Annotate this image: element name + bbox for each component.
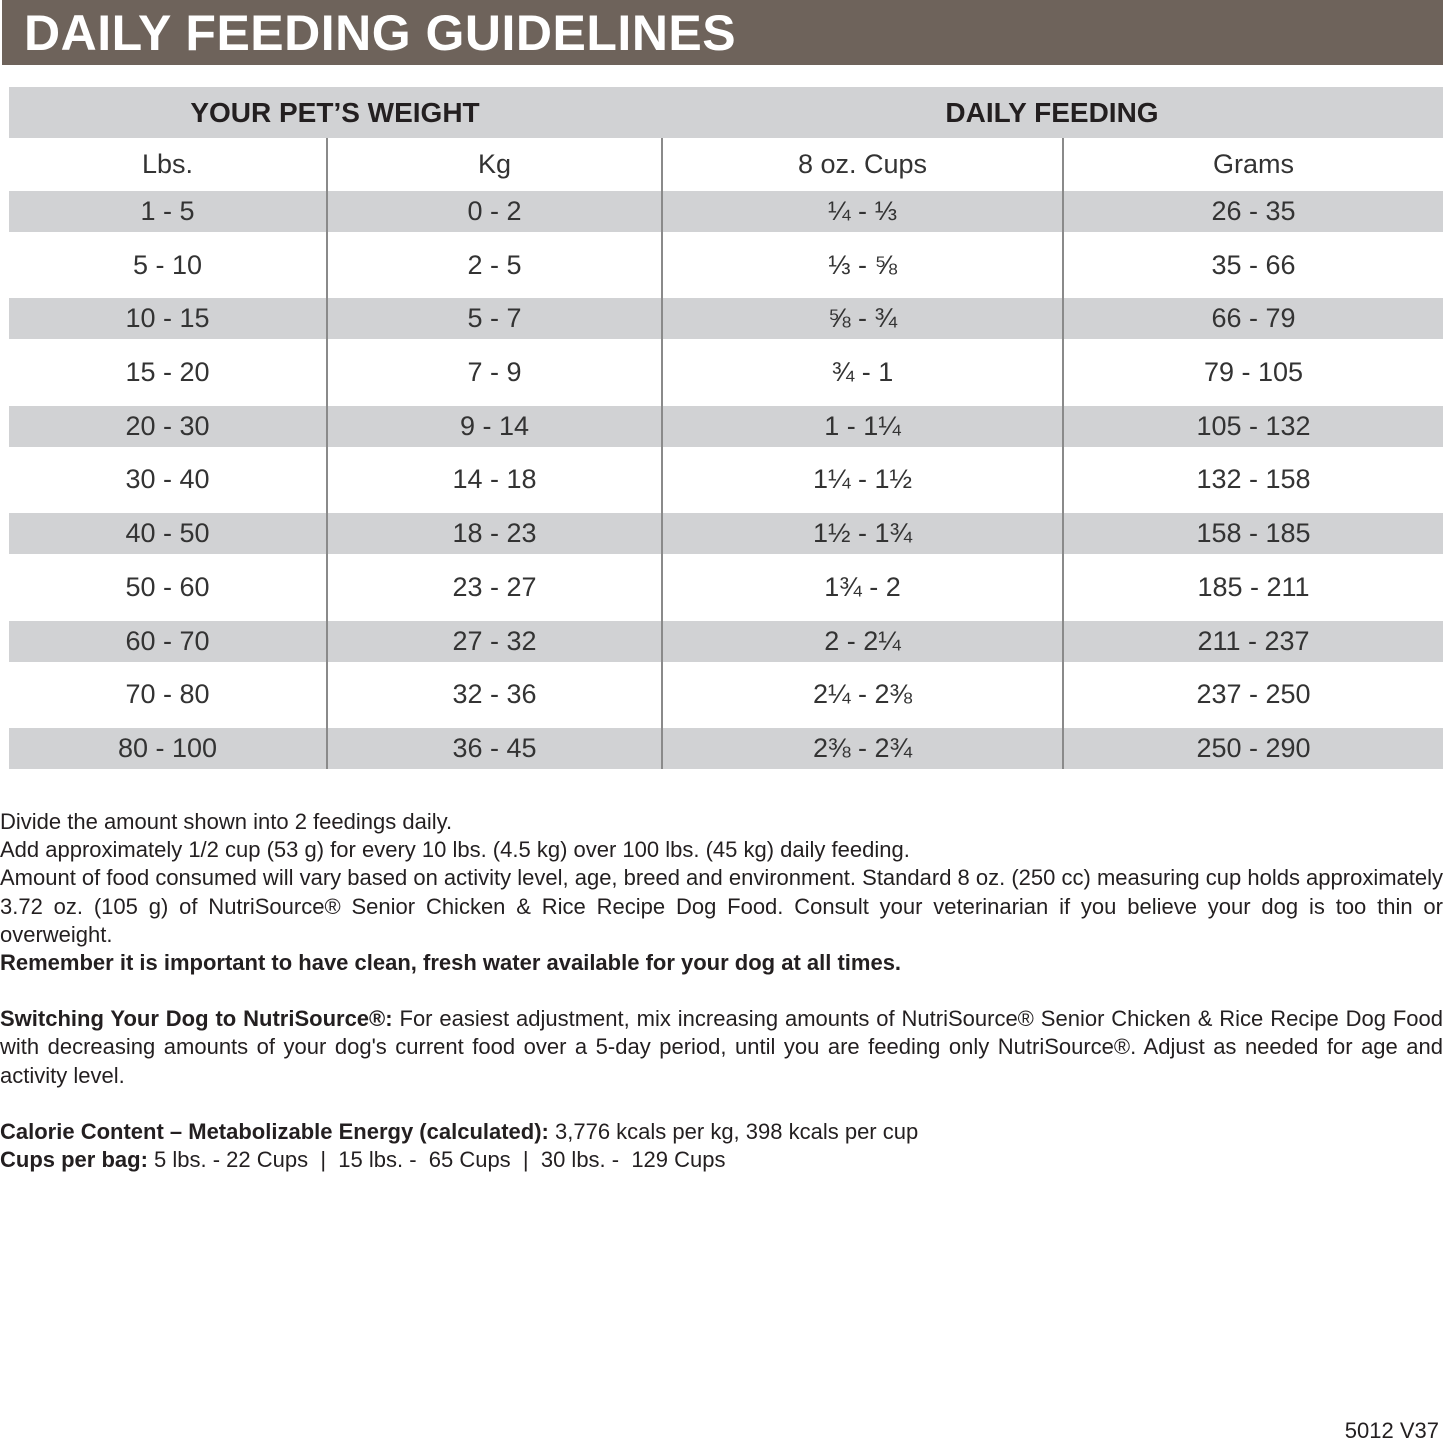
cell-grams: 250 - 290 [1062, 727, 1443, 769]
group-header-feeding: DAILY FEEDING [945, 96, 1159, 128]
page-title: DAILY FEEDING GUIDELINES [24, 5, 737, 61]
cell-kg: 9 - 14 [326, 405, 661, 447]
table-row: 20 - 30 9 - 14 1 - 1¼ 105 - 132 [9, 405, 1443, 447]
column-header-lbs: Lbs. [141, 149, 194, 179]
cell-cups: ¼ - ⅓ [661, 191, 1062, 232]
table-row: 60 - 70 27 - 32 2 - 2¼ 211 - 237 [9, 620, 1443, 662]
column-header-kg: Kg [326, 138, 661, 191]
cell-cups: 2⅜ - 2¾ [661, 727, 1062, 769]
cell-grams: 211 - 237 [1062, 620, 1443, 662]
cell-cups: 1 - 1¼ [661, 405, 1062, 447]
cell-cups: ⅝ - ¾ [661, 298, 1062, 340]
table-row: 50 - 60 23 - 27 1¾ - 2 185 - 211 [9, 554, 1443, 621]
cups-label: Cups per bag: [0, 1147, 148, 1173]
cell-kg: 7 - 9 [326, 339, 661, 406]
notes: Divide the amount shown into 2 feedings … [0, 808, 1443, 1174]
calorie-label: Calorie Content – Metabolizable Energy (… [0, 1118, 549, 1144]
calorie-text: 3,776 kcals per kg, 398 kcals per cup [548, 1118, 919, 1144]
water-reminder: Remember it is important to have clean, … [0, 950, 902, 976]
column-header-row: Lbs. Kg 8 oz. Cups Grams [9, 138, 1443, 191]
footer-code: 5012 V37 [1344, 1418, 1439, 1443]
note-amount: Amount of food consumed will vary based … [0, 865, 1444, 947]
cell-grams: 66 - 79 [1062, 298, 1443, 340]
table-row: 40 - 50 18 - 23 1½ - 1¾ 158 - 185 [9, 513, 1443, 555]
note-water: Remember it is important to have clean, … [0, 949, 1443, 977]
cell-lbs: 70 - 80 [125, 679, 210, 710]
table-row: 70 - 80 32 - 36 2¼ - 2⅜ 237 - 250 [9, 661, 1443, 728]
switching-label: Switching Your Dog to NutriSource®: [0, 1006, 393, 1032]
cell-cups: 2¼ - 2⅜ [661, 661, 1062, 728]
cell-kg: 18 - 23 [326, 513, 661, 555]
cell-kg: 36 - 45 [326, 727, 661, 769]
column-header-cups: 8 oz. Cups [661, 138, 1062, 191]
table-row: 80 - 100 36 - 45 2⅜ - 2¾ 250 - 290 [9, 727, 1443, 769]
note-calorie: Calorie Content – Metabolizable Energy (… [0, 1118, 1443, 1146]
cell-grams: 237 - 250 [1062, 661, 1443, 728]
cell-kg: 5 - 7 [326, 298, 661, 340]
group-header-weight: YOUR PET’S WEIGHT [190, 96, 480, 128]
feeding-table: YOUR PET’S WEIGHT DAILY FEEDING Lbs. Kg … [9, 87, 1443, 769]
cell-lbs: 10 - 15 [125, 303, 210, 334]
cell-lbs: 5 - 10 [132, 249, 203, 280]
column-header-grams: Grams [1062, 138, 1443, 191]
title-bar: DAILY FEEDING GUIDELINES [2, 0, 1443, 65]
cell-lbs: 50 - 60 [125, 571, 210, 602]
note-cups-per-bag: Cups per bag: 5 lbs. - 22 Cups | 15 lbs.… [0, 1146, 1443, 1174]
cell-lbs: 15 - 20 [125, 357, 210, 388]
switching-text: For easiest adjustment, mix increasing a… [0, 1006, 1443, 1088]
cell-kg: 2 - 5 [326, 232, 661, 299]
cell-grams: 132 - 158 [1062, 446, 1443, 514]
cell-lbs: 80 - 100 [117, 732, 218, 763]
cell-cups: ¾ - 1 [661, 339, 1062, 406]
cell-kg: 0 - 2 [326, 191, 661, 232]
note-divide: Divide the amount shown into 2 feedings … [0, 809, 453, 834]
cell-lbs: 20 - 30 [125, 410, 210, 441]
cell-cups: ⅓ - ⅝ [661, 232, 1062, 299]
group-header-row: YOUR PET’S WEIGHT DAILY FEEDING [9, 87, 1443, 138]
cell-grams: 105 - 132 [1062, 405, 1443, 447]
cell-lbs: 30 - 40 [125, 464, 210, 495]
cell-cups: 1¾ - 2 [661, 554, 1062, 621]
cell-grams: 35 - 66 [1062, 232, 1443, 299]
cell-lbs: 1 - 5 [140, 196, 195, 226]
table-row: 30 - 40 14 - 18 1¼ - 1½ 132 - 158 [9, 446, 1443, 514]
cell-cups: 1¼ - 1½ [661, 446, 1062, 514]
cell-kg: 27 - 32 [326, 620, 661, 662]
cell-kg: 14 - 18 [326, 446, 661, 514]
cell-cups: 2 - 2¼ [661, 620, 1062, 662]
cups-text: 5 lbs. - 22 Cups | 15 lbs. - 65 Cups | 3… [147, 1147, 726, 1173]
cell-kg: 23 - 27 [326, 554, 661, 621]
cell-cups: 1½ - 1¾ [661, 513, 1062, 555]
cell-lbs: 60 - 70 [125, 625, 210, 656]
cell-lbs: 40 - 50 [125, 518, 210, 549]
cell-grams: 26 - 35 [1062, 191, 1443, 232]
cell-grams: 185 - 211 [1062, 554, 1443, 621]
cell-kg: 32 - 36 [326, 661, 661, 728]
cell-grams: 79 - 105 [1062, 339, 1443, 406]
note-add: Add approximately 1/2 cup (53 g) for eve… [0, 837, 910, 863]
note-switching: Switching Your Dog to NutriSource®: For … [0, 1005, 1443, 1090]
cell-grams: 158 - 185 [1062, 513, 1443, 555]
